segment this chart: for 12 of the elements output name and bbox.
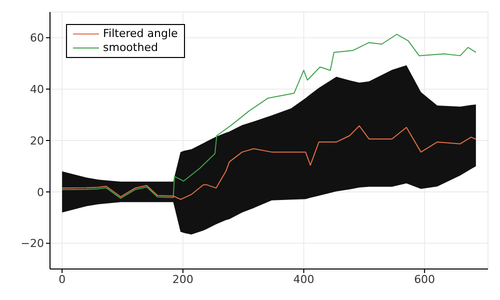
y-tick-label: 60 (30, 32, 44, 45)
x-tick-label: 200 (172, 272, 194, 286)
y-tick-label: 20 (30, 134, 44, 148)
legend-label: smoothed (103, 41, 158, 55)
x-tick-label: 0 (58, 272, 66, 286)
y-tick-label: −20 (20, 237, 44, 250)
legend-label: Filtered angle (103, 27, 178, 41)
line-series (62, 125, 476, 200)
y-tick-label: 0 (37, 186, 44, 199)
x-tick-label: 400 (293, 272, 314, 286)
y-tick-label: 40 (30, 83, 44, 96)
x-tick-label: 600 (414, 272, 436, 286)
